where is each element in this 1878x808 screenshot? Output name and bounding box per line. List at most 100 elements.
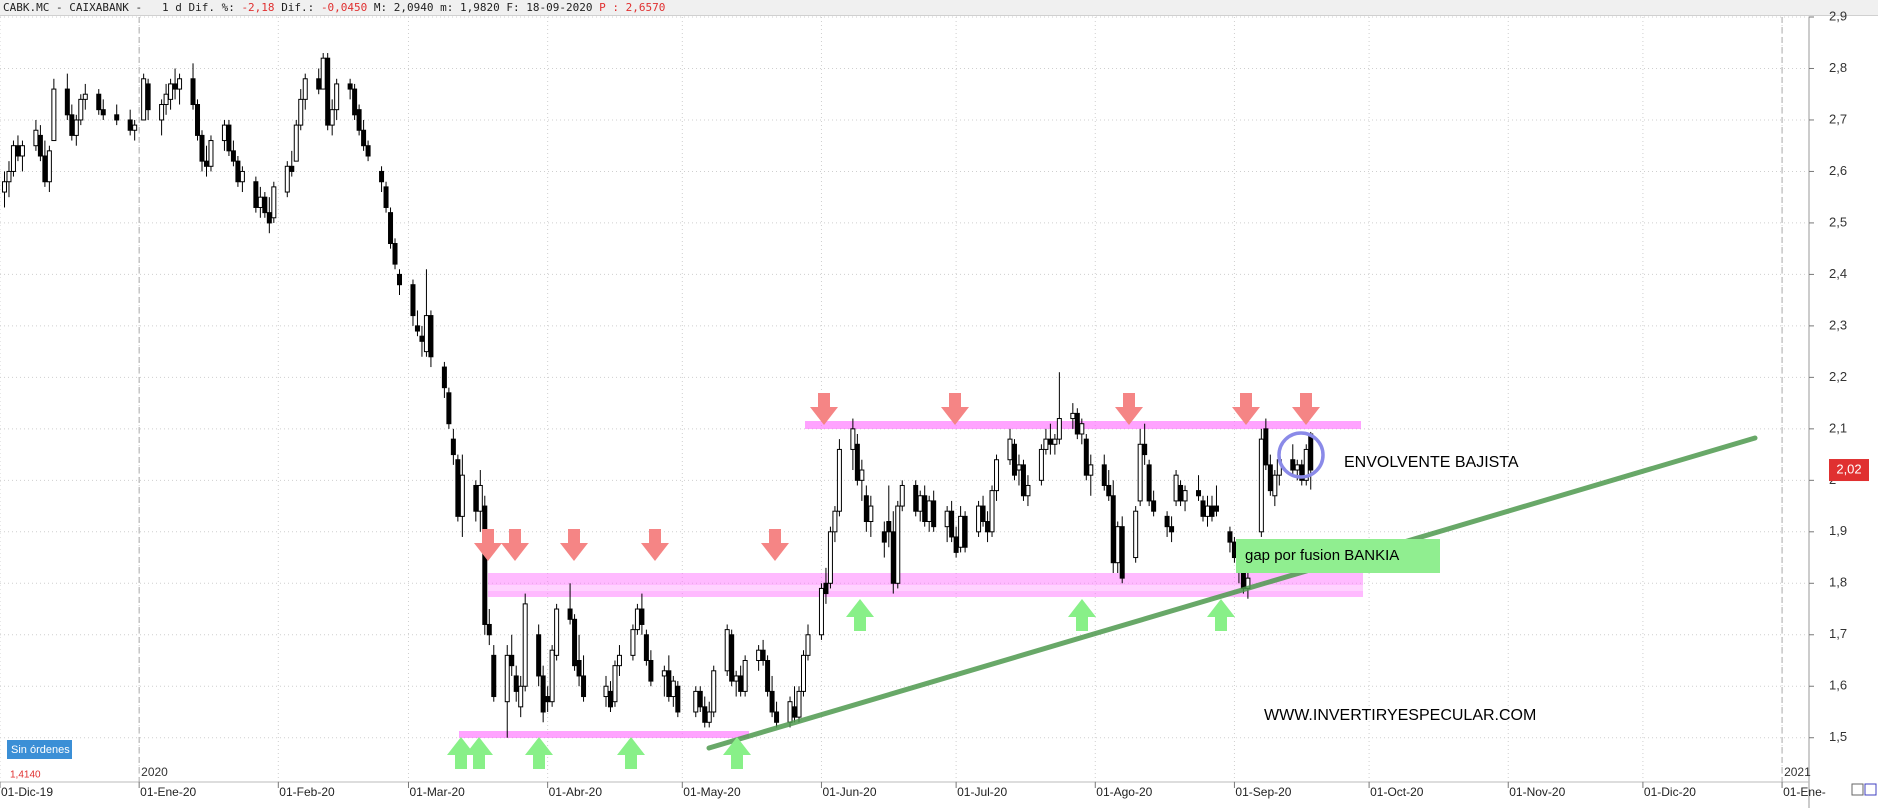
- candle-body: [616, 654, 622, 667]
- last-price-box: [1829, 459, 1869, 482]
- support-arrow: [723, 737, 751, 769]
- candle-body: [1020, 464, 1026, 497]
- candle-body: [1007, 438, 1013, 461]
- candle-body: [985, 521, 991, 533]
- candle-body: [127, 119, 133, 131]
- resistance-arrow: [501, 529, 529, 561]
- candle-body: [266, 212, 272, 224]
- candle-body: [1209, 505, 1215, 517]
- candle-body: [697, 690, 703, 708]
- candle-body: [693, 690, 699, 713]
- candle-body: [724, 629, 730, 672]
- candle-body: [230, 150, 236, 162]
- candle-body: [567, 608, 573, 620]
- candle-body: [895, 505, 901, 584]
- candle-body: [549, 649, 555, 703]
- year-label: 2021: [1784, 765, 1811, 779]
- candle-body: [1083, 438, 1089, 476]
- candle-body: [976, 505, 982, 533]
- plot-background: [0, 17, 1809, 782]
- y-tick-label: 1,6: [1829, 678, 1847, 693]
- candle-body: [284, 165, 290, 193]
- candle-body: [1169, 526, 1175, 533]
- resistance-arrow: [761, 529, 789, 561]
- h-icon: [1864, 783, 1877, 796]
- x-tick-label: 01-Jun-20: [822, 785, 876, 799]
- candle-body: [253, 181, 259, 208]
- candle-body: [145, 83, 151, 111]
- candle-body: [630, 629, 636, 656]
- candle-body: [1088, 464, 1094, 476]
- candle-body: [536, 634, 542, 677]
- candle-body: [576, 660, 582, 677]
- candle-body: [455, 459, 461, 517]
- candle-body: [446, 392, 452, 425]
- candle-body: [801, 654, 807, 692]
- candle-body: [1079, 423, 1085, 435]
- pattern-circle: [1277, 431, 1325, 479]
- candle-body: [836, 448, 842, 512]
- y-tick-label: 1,8: [1829, 575, 1847, 590]
- candle-body: [168, 83, 174, 100]
- candle-body: [980, 505, 986, 523]
- candle-body: [962, 515, 968, 548]
- candle-body: [73, 119, 79, 136]
- candle-body: [1056, 418, 1062, 440]
- candle-body: [37, 134, 43, 157]
- y-tick-label: 1,5: [1829, 729, 1847, 744]
- support-arrow: [1207, 599, 1235, 631]
- resistance-arrow: [941, 393, 969, 425]
- candle-body: [1016, 464, 1022, 471]
- candle-body: [410, 284, 416, 317]
- resistance-arrow: [560, 529, 588, 561]
- candle-body: [1151, 500, 1157, 512]
- candle-body: [69, 114, 75, 136]
- candle-body: [6, 170, 12, 183]
- support-arrow: [617, 737, 645, 769]
- candle-body: [100, 109, 106, 116]
- candle-body: [1137, 443, 1143, 502]
- candle-body: [607, 690, 613, 708]
- candle-body: [827, 531, 833, 584]
- candle-body: [796, 690, 802, 718]
- candle-body: [774, 711, 780, 723]
- candle-body: [163, 93, 169, 106]
- candle-body: [491, 654, 497, 698]
- candle-body: [82, 93, 88, 100]
- support-arrow: [465, 737, 493, 769]
- x-tick-label: 01-Ene-: [1783, 785, 1826, 799]
- candle-body: [711, 670, 717, 713]
- field-label: F:: [506, 1, 520, 14]
- candle-body: [302, 78, 308, 100]
- candle-body: [388, 212, 394, 245]
- candle-body: [917, 495, 923, 512]
- candle-body: [989, 490, 995, 533]
- candle-body: [648, 660, 654, 682]
- y-tick-label: 1,9: [1829, 523, 1847, 538]
- support-zone-inner: [488, 585, 1363, 591]
- candle-body: [257, 196, 263, 208]
- candle-body: [603, 685, 609, 698]
- candle-body: [15, 145, 21, 157]
- candle-body: [1146, 464, 1152, 502]
- y-tick-label: 2,4: [1829, 266, 1847, 281]
- candle-body: [1173, 474, 1179, 502]
- field-label: M:: [373, 1, 388, 14]
- interval: 1 d: [161, 1, 182, 14]
- candle-body: [316, 78, 322, 90]
- candle-body: [199, 134, 205, 162]
- x-tick-label: 01-May-20: [683, 785, 741, 799]
- candle-body: [172, 83, 178, 90]
- x-tick-label: 01-Abr-20: [549, 785, 603, 799]
- field-value: 18-09-2020: [526, 1, 593, 14]
- candle-body: [428, 315, 434, 358]
- candle-body: [612, 665, 618, 703]
- candle-body: [890, 531, 896, 584]
- candle-body: [271, 186, 277, 219]
- field-label: m:: [440, 1, 454, 14]
- candle-body: [1213, 505, 1219, 512]
- candle-body: [1294, 464, 1300, 471]
- candle-body: [823, 582, 829, 595]
- field-label: Dif. %:: [188, 1, 235, 14]
- orders-button[interactable]: Sin órdenes: [7, 740, 72, 759]
